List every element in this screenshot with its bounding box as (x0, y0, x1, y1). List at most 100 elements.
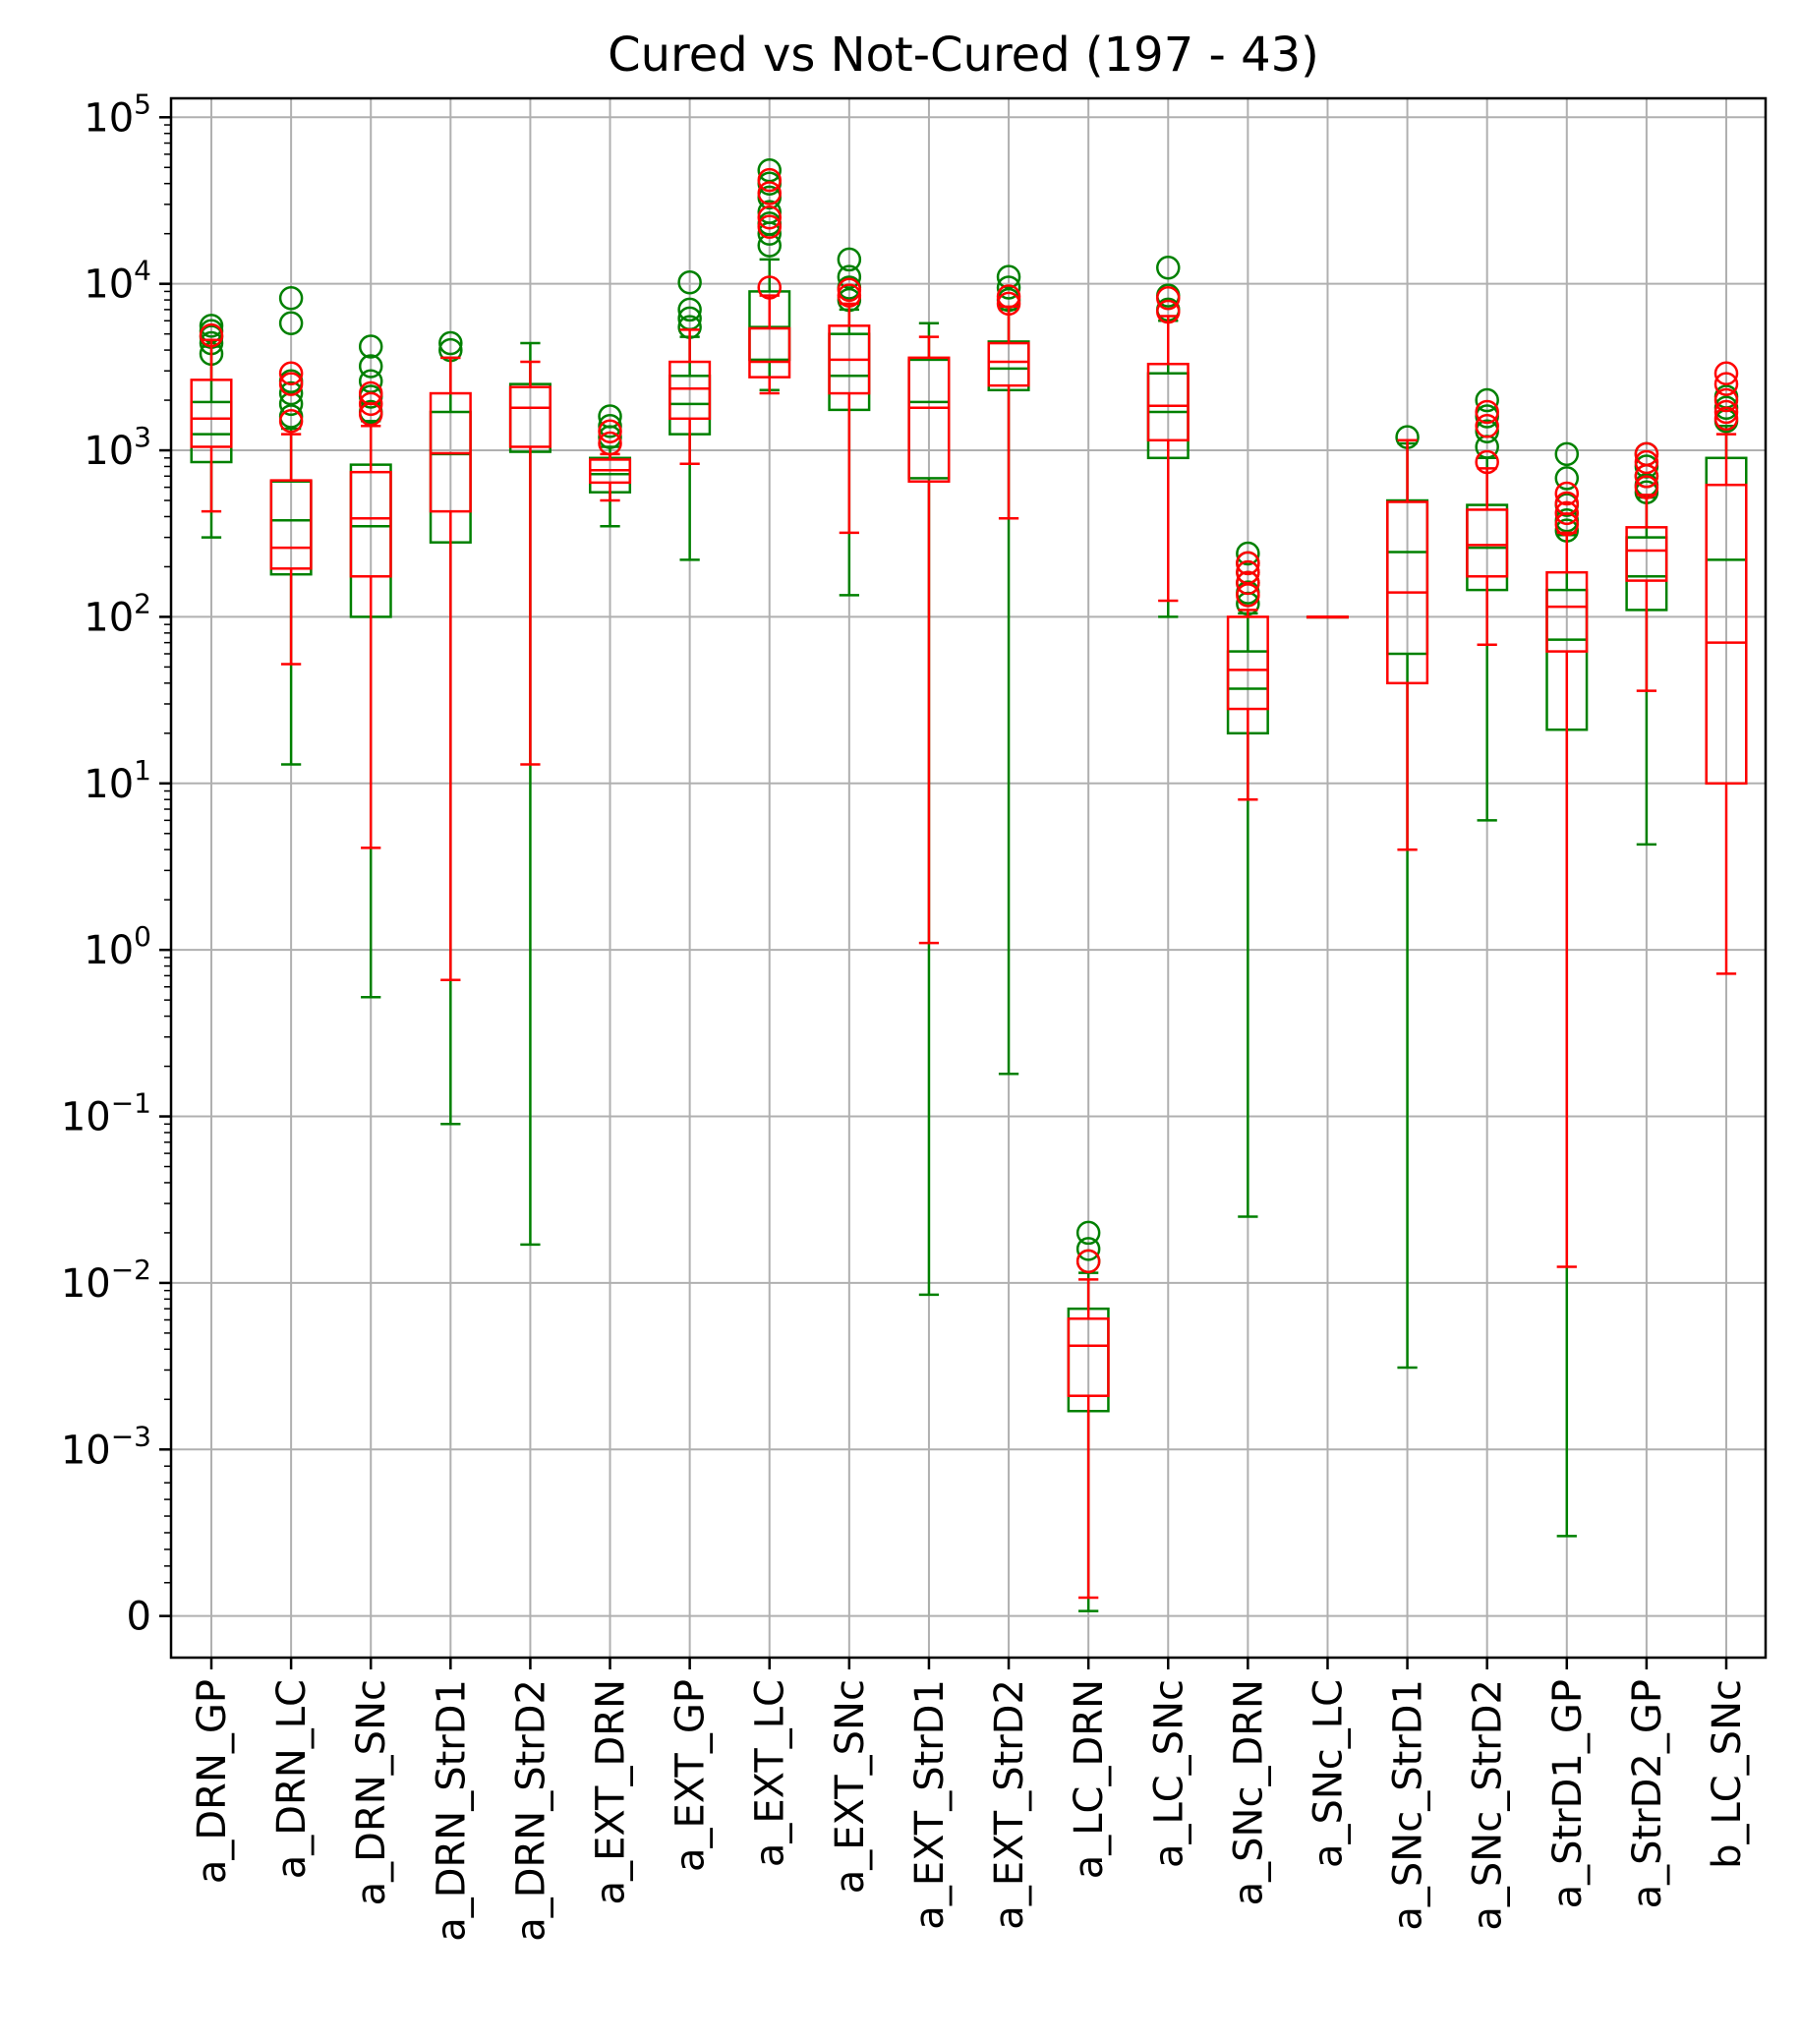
flier-point (1554, 441, 1580, 467)
x-tick-label: a_SNc_LC (1306, 1679, 1351, 1868)
box (1705, 483, 1748, 786)
box (1625, 526, 1668, 582)
y-tick-label: 0 (127, 1595, 151, 1640)
flier-point (837, 283, 862, 308)
x-tick-label: a_StrD1_GP (1545, 1679, 1591, 1908)
y-tick-label: 10−1 (61, 1087, 151, 1140)
x-tick-label: a_LC_SNc (1146, 1679, 1191, 1868)
x-tick-label: a_EXT_LC (748, 1679, 793, 1867)
box-a_LC_DRN-series-1 (1067, 1249, 1110, 1600)
chart-title: Cured vs Not-Cured (197 - 43) (608, 28, 1319, 83)
flier-point (1554, 466, 1580, 491)
y-tick-label: 101 (84, 754, 151, 807)
box-a_EXT_LC-series-1 (748, 167, 791, 395)
box-a_DRN_StrD1-series-1 (429, 356, 472, 981)
flier-point (278, 361, 304, 385)
box-a_DRN_SNc-series-1 (349, 380, 392, 849)
box (987, 341, 1030, 387)
box (1466, 508, 1509, 578)
flier-point (677, 297, 702, 322)
x-axis: a_DRN_GP a_DRN_LC a_DRN_SNc a_DRN_StrD1 a_DR… (190, 1658, 1750, 1942)
box (1146, 362, 1190, 442)
flier-point (1075, 1220, 1101, 1246)
flier-point (996, 291, 1021, 317)
box (349, 470, 392, 578)
flier-point (358, 391, 383, 417)
flier-point (1475, 387, 1499, 413)
box (508, 385, 552, 448)
box-a_EXT_SNc-series-1 (828, 277, 871, 535)
flier-point (1236, 559, 1260, 585)
grid (171, 98, 1766, 1658)
flier-point (996, 284, 1021, 309)
flier-point (1713, 361, 1739, 385)
flier-point (1713, 372, 1739, 396)
box-a_SNc_StrD1-series-1 (1386, 438, 1429, 851)
box-a_StrD2_GP-series-1 (1625, 441, 1668, 692)
box-a_StrD1_GP-series-1 (1545, 481, 1589, 1268)
flier-point (278, 408, 304, 434)
flier-point (837, 277, 862, 303)
flier-point (757, 181, 782, 205)
box (748, 290, 791, 362)
y-tick-label: 103 (84, 421, 151, 474)
flier-point (1156, 256, 1181, 280)
box-a_SNc_LC-series-1 (1306, 615, 1350, 619)
box-a_EXT_GP-series-1 (668, 328, 712, 466)
y-tick-label: 105 (84, 88, 151, 141)
y-tick-label: 100 (84, 920, 151, 973)
box (1226, 615, 1269, 711)
plot-frame (169, 96, 1768, 1660)
flier-point (1075, 1237, 1101, 1261)
flier-point (757, 205, 782, 230)
box (190, 379, 233, 448)
x-tick-label: a_SNc_StrD1 (1386, 1679, 1431, 1931)
box-b_LC_SNc-series-1 (1705, 361, 1748, 975)
flier-point (1475, 449, 1499, 475)
flier-point (1236, 551, 1260, 576)
flier-point (1713, 399, 1739, 425)
x-tick-label: b_LC_SNc (1705, 1679, 1750, 1869)
flier-point (1236, 541, 1260, 566)
x-tick-label: a_DRN_GP (190, 1679, 235, 1884)
x-tick-label: a_LC_DRN (1067, 1679, 1112, 1879)
flier-point (757, 200, 782, 224)
flier-point (1634, 475, 1659, 499)
flier-point (199, 322, 224, 348)
flier-point (199, 314, 224, 338)
boxes (190, 158, 1748, 1612)
flier-point (1554, 491, 1580, 516)
flier-point (1475, 414, 1499, 438)
box-a_EXT_DRN-series-1 (589, 419, 632, 502)
x-tick-label: a_DRN_SNc (349, 1679, 394, 1905)
x-tick-label: a_EXT_DRN (589, 1679, 634, 1904)
box-a_SNc_DRN-series-1 (1226, 551, 1269, 801)
flier-point (358, 354, 383, 379)
y-tick-label: 10−3 (61, 1420, 151, 1473)
y-axis: 105 104 103 102 101 100 10−1 10−2 10−3 0 (61, 88, 171, 1640)
box-a_EXT_StrD2-series-1 (987, 284, 1030, 520)
flier-point (1156, 286, 1181, 311)
box-a_LC_SNc-series-1 (1146, 286, 1190, 603)
box (1545, 570, 1589, 653)
x-tick-label: a_DRN_LC (269, 1679, 315, 1879)
flier-point (837, 264, 862, 289)
flier-point (1634, 449, 1659, 475)
flier-point (278, 311, 304, 335)
box-a_EXT_StrD1-series-1 (907, 335, 951, 945)
flier-point (677, 269, 702, 295)
flier-point (278, 380, 304, 406)
x-tick-label: a_EXT_StrD2 (987, 1679, 1032, 1930)
flier-point (757, 275, 782, 300)
x-tick-label: a_EXT_SNc (828, 1679, 873, 1894)
y-tick-label: 10−2 (61, 1254, 151, 1307)
flier-point (1236, 570, 1260, 596)
flier-point (1713, 387, 1739, 413)
flier-point (598, 419, 622, 443)
flier-point (837, 247, 862, 272)
flier-point (1554, 500, 1580, 526)
x-tick-label: a_SNc_StrD2 (1466, 1679, 1511, 1931)
box (269, 479, 313, 570)
box (1067, 1317, 1110, 1397)
